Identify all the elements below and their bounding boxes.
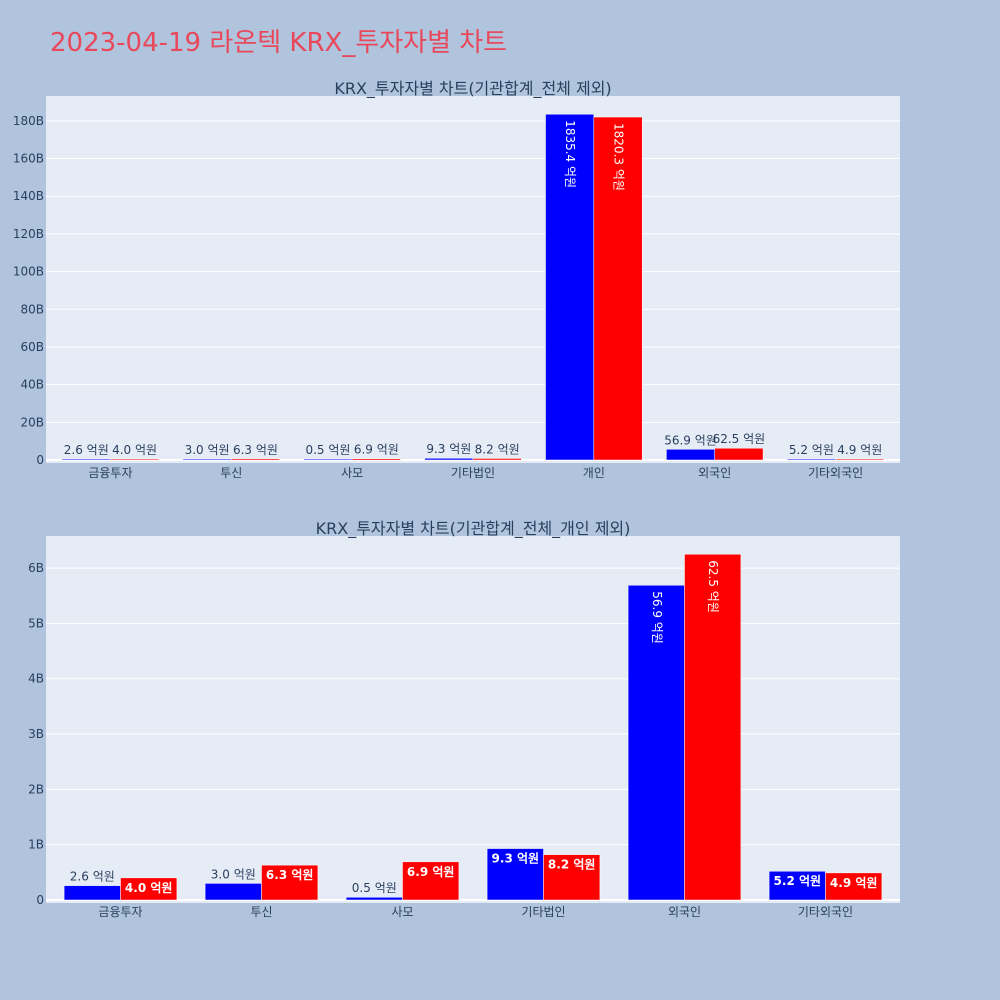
data-label: 62.5 억원 [713, 432, 766, 446]
x-tick-label: 금융투자 [98, 905, 142, 919]
y-tick-label: 5B [28, 616, 44, 630]
bar-sell [543, 854, 601, 901]
x-tick-label: 사모 [341, 466, 363, 480]
data-label: 56.9 억원 [650, 591, 664, 644]
y-tick-label: 6B [28, 561, 44, 575]
data-label: 0.5 억원 [305, 443, 350, 457]
y-tick-label: 100B [13, 265, 44, 279]
data-label: 6.9 억원 [407, 865, 455, 879]
bar-buy [627, 584, 685, 901]
y-tick-label: 3B [28, 727, 44, 741]
data-label: 6.3 억원 [233, 443, 278, 457]
data-label: 9.3 억원 [426, 442, 471, 456]
y-tick-label: 4B [28, 672, 44, 686]
data-label: 8.2 억원 [475, 442, 520, 456]
x-tick-label: 투신 [220, 466, 242, 480]
x-tick-label: 금융투자 [88, 466, 132, 480]
page-title: 2023-04-19 라온텍 KRX_투자자별 차트 [50, 28, 508, 58]
x-tick-label: 기타법인 [451, 466, 495, 480]
data-label: 6.9 억원 [354, 443, 399, 457]
bar-sell [120, 877, 178, 901]
y-tick-label: 160B [13, 152, 44, 166]
bar-buy [486, 848, 544, 901]
x-tick-label: 기타외국인 [798, 905, 853, 919]
data-label: 1835.4 억원 [563, 120, 577, 188]
bar-sell [593, 116, 643, 461]
x-tick-label: 외국인 [698, 466, 731, 480]
bar-sell [351, 458, 401, 461]
y-tick-label: 0 [36, 893, 44, 907]
plot-area [46, 96, 900, 463]
y-tick-label: 120B [13, 227, 44, 241]
bar-sell [714, 447, 764, 461]
data-label: 62.5 억원 [706, 560, 720, 613]
investor-chart-total: 0 20B 40B 60B 80B 100B 120B 140B 160B 180B KRX_투자자… [13, 79, 900, 480]
bar-buy [545, 113, 595, 461]
data-label: 0.5 억원 [352, 881, 397, 895]
x-tick-label: 외국인 [668, 905, 701, 919]
y-tick-label: 80B [20, 302, 44, 316]
y-tick-label: 140B [13, 189, 44, 203]
data-label: 5.2 억원 [774, 874, 822, 888]
x-tick-label: 기타법인 [521, 905, 565, 919]
data-label: 4.0 억원 [125, 881, 173, 895]
y-tick-label: 1B [28, 838, 44, 852]
y-tick-label: 0 [36, 453, 44, 467]
data-label: 4.9 억원 [837, 443, 882, 457]
x-tick-label: 기타외국인 [808, 466, 863, 480]
y-tick-label: 40B [20, 378, 44, 392]
data-label: 3.0 억원 [211, 867, 256, 881]
bar-buy [345, 896, 403, 901]
data-label: 4.9 억원 [830, 876, 878, 890]
data-label: 3.0 억원 [185, 443, 230, 457]
bar-buy [63, 885, 121, 901]
data-label: 2.6 억원 [70, 870, 115, 884]
bar-buy [768, 870, 826, 901]
bar-sell [261, 864, 319, 901]
y-tick-label: 180B [13, 114, 44, 128]
data-label: 6.3 억원 [266, 868, 314, 882]
x-tick-label: 개인 [583, 466, 605, 480]
x-tick-label: 투신 [250, 905, 272, 919]
chart-subtitle: KRX_투자자별 차트(기관합계_전체 제외) [334, 79, 611, 99]
data-label: 2.6 억원 [64, 443, 109, 457]
data-label: 1820.3 억원 [612, 123, 626, 191]
data-label: 5.2 억원 [789, 443, 834, 457]
bar-buy [204, 883, 262, 901]
data-label: 56.9 억원 [664, 433, 717, 447]
y-tick-label: 2B [28, 782, 44, 796]
y-tick-label: 20B [20, 415, 44, 429]
chart-subtitle: KRX_투자자별 차트(기관합계_전체_개인 제외) [316, 519, 631, 539]
bar-sell [835, 458, 885, 461]
bar-sell [472, 458, 522, 461]
data-label: 4.0 억원 [112, 443, 157, 457]
y-tick-label: 60B [20, 340, 44, 354]
plot-area [46, 536, 900, 903]
bar-sell [110, 458, 160, 461]
x-tick-label: 사모 [391, 905, 413, 919]
bar-sell [825, 872, 883, 901]
data-label: 8.2 억원 [548, 858, 596, 872]
bar-sell [231, 458, 280, 461]
bar-sell [684, 554, 742, 901]
bar-sell [402, 861, 460, 901]
data-label: 9.3 억원 [492, 852, 540, 866]
